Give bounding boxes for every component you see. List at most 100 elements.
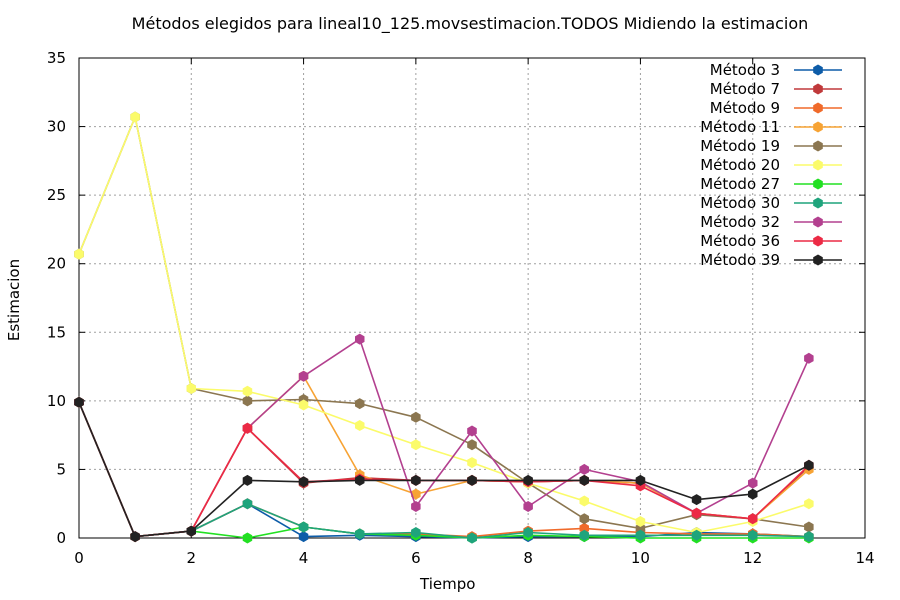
data-point [804, 459, 814, 471]
legend-entry: Método 19 [640, 136, 880, 155]
data-point [242, 395, 253, 407]
series-line [78, 401, 809, 539]
data-point [579, 463, 589, 475]
data-point [355, 398, 365, 410]
series-10 [74, 396, 814, 543]
legend-label: Método 30 [700, 194, 780, 212]
data-point [579, 513, 589, 525]
data-point [298, 476, 309, 488]
data-point [74, 248, 84, 260]
legend-entry: Método 27 [640, 174, 880, 193]
data-point [691, 494, 702, 506]
x-tick-label: 14 [855, 549, 874, 567]
data-point [411, 474, 421, 486]
legend-swatch [794, 178, 842, 190]
legend-label: Método 32 [700, 213, 780, 231]
legend-swatch [794, 102, 842, 114]
legend-entry: Método 9 [640, 98, 880, 117]
data-point [467, 457, 477, 469]
legend-entry: Método 20 [640, 155, 880, 174]
y-tick-label: 15 [47, 323, 66, 341]
legend-label: Método 7 [709, 80, 780, 98]
data-point [523, 527, 533, 538]
legend-label: Método 11 [700, 118, 780, 136]
data-point [355, 528, 365, 540]
legend-swatch [794, 64, 842, 76]
y-tick-label: 0 [56, 529, 66, 547]
data-point [355, 333, 365, 345]
legend-swatch [794, 254, 842, 266]
data-point [748, 529, 758, 541]
series-8 [74, 333, 814, 543]
data-point [242, 498, 253, 510]
data-point [635, 516, 646, 527]
data-point [523, 501, 533, 512]
x-tick-label: 12 [743, 549, 762, 567]
series-line [78, 401, 810, 538]
x-tick-label: 10 [631, 549, 650, 567]
data-point [298, 399, 309, 411]
data-point [523, 474, 533, 486]
data-point [467, 474, 477, 486]
data-point [579, 474, 589, 486]
y-tick-label: 10 [47, 392, 66, 410]
data-point [411, 501, 421, 512]
data-point [298, 531, 309, 543]
legend-label: Método 27 [700, 175, 780, 193]
data-point [691, 507, 702, 519]
data-point [186, 525, 196, 537]
legend: Método 3 Método 7 Método 9 Método 11 Método … [640, 60, 880, 269]
data-point [748, 488, 758, 500]
data-point [579, 495, 589, 507]
legend-entry: Método 30 [640, 193, 880, 212]
data-point [804, 498, 814, 510]
legend-entry: Método 39 [640, 250, 880, 269]
legend-label: Método 36 [700, 232, 780, 250]
data-point [691, 529, 702, 541]
data-point [748, 477, 758, 489]
data-point [130, 111, 140, 123]
series-line [78, 116, 810, 530]
series-line [78, 116, 810, 534]
series-layer [74, 111, 814, 544]
data-point [242, 532, 253, 544]
data-point [186, 383, 196, 394]
data-point [804, 521, 814, 533]
data-point [355, 420, 365, 431]
data-point [467, 439, 477, 451]
y-tick-label: 35 [47, 49, 66, 67]
data-point [130, 531, 140, 543]
y-axis-label: Estimacion [5, 258, 23, 342]
legend-swatch [794, 121, 842, 133]
legend-label: Método 19 [700, 137, 780, 155]
x-tick-label: 0 [74, 549, 84, 567]
data-point [748, 513, 758, 525]
data-point [467, 532, 477, 544]
legend-entry: Método 7 [640, 79, 880, 98]
legend-swatch [794, 235, 842, 247]
legend-swatch [794, 159, 842, 171]
legend-swatch [794, 197, 842, 209]
data-point [579, 529, 589, 541]
data-point [467, 425, 477, 437]
data-point [242, 474, 253, 486]
x-axis-label: Tiempo [420, 575, 476, 593]
grid-layer [79, 58, 865, 538]
data-point [804, 352, 814, 364]
x-tick-label: 2 [187, 549, 197, 567]
data-point [804, 531, 814, 543]
data-point [411, 411, 421, 423]
legend-entry: Método 11 [640, 117, 880, 136]
x-tick-label: 8 [523, 549, 533, 567]
y-tick-label: 20 [47, 255, 66, 273]
legend-swatch [794, 216, 842, 228]
data-point [411, 439, 421, 451]
series-3 [74, 370, 814, 543]
y-tick-label: 25 [47, 186, 66, 204]
data-point [242, 385, 253, 397]
legend-label: Método 3 [709, 61, 780, 79]
data-point [74, 396, 84, 408]
data-point [411, 527, 421, 538]
y-tick-label: 30 [47, 118, 66, 136]
